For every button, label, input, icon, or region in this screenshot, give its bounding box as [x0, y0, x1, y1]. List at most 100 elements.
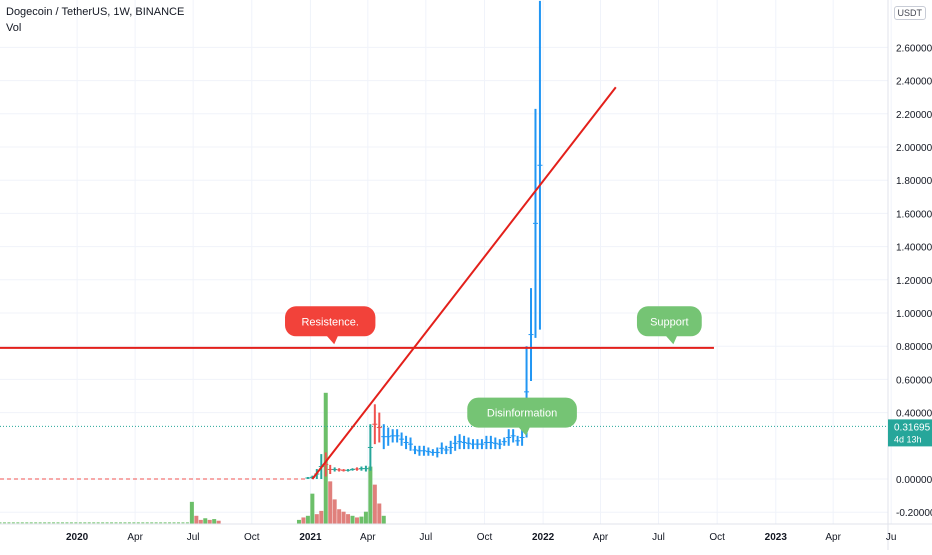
price-tick-label: 2.40000 — [896, 77, 932, 88]
volume-bar — [38, 522, 42, 524]
volume-bar — [350, 515, 355, 524]
volume-bar — [16, 522, 20, 524]
volume-bar — [216, 520, 221, 524]
callout-text: Resistence. — [301, 316, 358, 328]
volume-bar — [136, 522, 140, 524]
volume-bar — [328, 481, 333, 524]
symbol-title[interactable]: Dogecoin / TetherUS, 1W, BINANCE — [6, 6, 185, 18]
time-tick-label: Jul — [652, 532, 665, 543]
volume-bar — [372, 484, 377, 524]
time-tick-label: Apr — [825, 532, 841, 543]
volume-bar — [212, 519, 217, 524]
volume-bar — [2, 522, 6, 524]
callout-pointer — [665, 335, 678, 345]
volume-bar — [60, 522, 64, 524]
callout-pointer — [518, 426, 531, 436]
volume-bar — [314, 514, 319, 524]
volume-bar — [56, 522, 60, 524]
volume-bar — [363, 511, 368, 524]
reference-lines — [0, 425, 888, 480]
price-tick-label: 2.20000 — [896, 110, 932, 121]
price-tick-label: 0.00000 — [896, 475, 932, 486]
last-price-tag-bg — [888, 419, 932, 447]
time-tick-label: Jul — [187, 532, 200, 543]
callouts[interactable]: Resistence. Support Disinformation — [285, 306, 702, 436]
volume-bar — [189, 501, 194, 524]
volume-bar — [74, 522, 78, 524]
volume-bar — [346, 514, 351, 524]
callout-text: Support — [650, 316, 689, 328]
volume-bar — [118, 522, 122, 524]
grid — [0, 0, 892, 524]
time-tick-label: Oct — [477, 532, 493, 543]
time-tick-label: Apr — [127, 532, 143, 543]
volume-bar — [96, 522, 100, 524]
currency-badge[interactable]: USDT — [893, 6, 926, 20]
time-tick-label: Oct — [709, 532, 725, 543]
callout-bubble — [285, 306, 376, 337]
volume-bar — [92, 522, 96, 524]
volume-bar — [185, 522, 189, 524]
price-tick-label: 0.60000 — [896, 375, 932, 386]
volume-bar — [87, 522, 91, 524]
price-bars — [305, 0, 543, 479]
volume-bar — [154, 522, 158, 524]
last-price-value: 0.31695 — [894, 422, 931, 433]
time-tick-label: 2022 — [532, 532, 555, 543]
volume-bar — [110, 522, 114, 524]
time-tick-label: Ju — [886, 532, 897, 543]
volume-bar — [310, 493, 315, 524]
time-tick-label: 2023 — [765, 532, 788, 543]
price-tick-label: 1.40000 — [896, 243, 932, 254]
volume-bar — [11, 522, 15, 524]
volume-bar — [43, 522, 47, 524]
volume-bar — [194, 515, 199, 524]
callout-text: Disinformation — [487, 408, 557, 420]
drawn-lines[interactable] — [0, 86, 714, 480]
volume-bar — [159, 522, 163, 524]
price-tick-label: 1.80000 — [896, 176, 932, 187]
price-tick-label: 2.60000 — [896, 43, 932, 54]
volume-bar — [163, 522, 167, 524]
volume-indicator-label[interactable]: Vol — [6, 22, 22, 34]
volume-bar — [114, 522, 118, 524]
volume-bar — [29, 522, 33, 524]
callout-pointer — [326, 335, 339, 345]
volume-bar — [123, 522, 127, 524]
volume-bar — [181, 522, 185, 524]
volume-bar — [7, 522, 11, 524]
volume-bar — [354, 517, 359, 524]
volume-bar — [47, 522, 51, 524]
volume-bar — [168, 522, 172, 524]
volume-bar — [172, 522, 176, 524]
volume-bar — [34, 522, 38, 524]
time-tick-label: 2020 — [66, 532, 89, 543]
resistence-callout[interactable]: Resistence. — [285, 306, 376, 345]
volume-bar — [78, 522, 82, 524]
volume-bar — [127, 522, 131, 524]
volume-bar — [337, 509, 342, 524]
volume-bar — [296, 519, 301, 524]
volume-bar — [341, 511, 346, 524]
disinformation-callout[interactable]: Disinformation — [467, 397, 577, 436]
volume-bar — [105, 522, 109, 524]
volume-bar — [141, 522, 145, 524]
time-tick-label: 2021 — [299, 532, 322, 543]
volume-bar — [207, 519, 212, 524]
volume-bar — [203, 518, 208, 524]
volume-bar — [101, 522, 105, 524]
volume-bar — [20, 522, 24, 524]
price-tick-label: 1.00000 — [896, 309, 932, 320]
support-callout[interactable]: Support — [636, 306, 702, 345]
volume-bar — [83, 522, 87, 524]
volume-bar — [359, 516, 364, 524]
volume-bar — [377, 503, 382, 524]
time-tick-label: Oct — [244, 532, 260, 543]
volume-bar — [319, 510, 324, 524]
price-tick-label: 0.40000 — [896, 409, 932, 420]
trend-line[interactable] — [311, 86, 617, 480]
volume-bar — [25, 522, 29, 524]
